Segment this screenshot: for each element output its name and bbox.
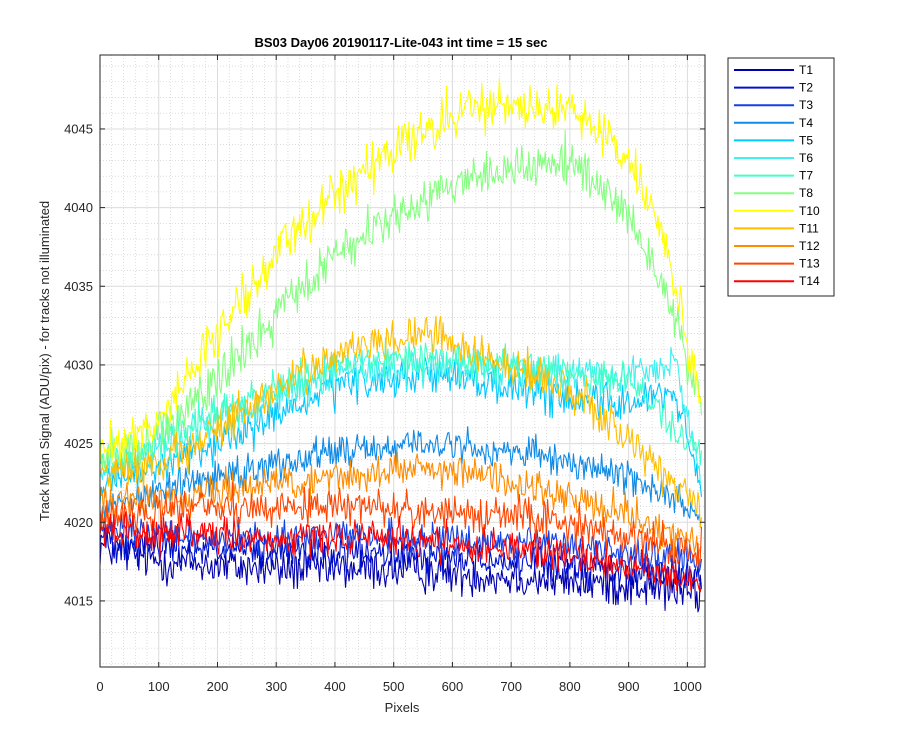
x-tick-label: 1000 [673, 679, 702, 694]
x-tick-labels: 0 100 200 300 400 500 600 700 800 900 1000 [96, 679, 701, 694]
series-line-t13 [99, 481, 703, 569]
x-tick-label: 600 [442, 679, 464, 694]
legend-label-t10: T10 [799, 204, 820, 218]
x-tick-label: 800 [559, 679, 581, 694]
legend-label-t8: T8 [799, 186, 813, 200]
series-layer [99, 78, 703, 613]
legend-label-t12: T12 [799, 239, 820, 253]
series-line-t10 [99, 78, 703, 465]
x-tick-label: 500 [383, 679, 405, 694]
y-tick-label: 4025 [64, 436, 93, 451]
y-tick-label: 4020 [64, 515, 93, 530]
legend-label-t1: T1 [799, 63, 813, 77]
legend-label-t13: T13 [799, 257, 820, 271]
x-tick-label: 300 [265, 679, 287, 694]
series-line-t4 [99, 426, 702, 522]
x-tick-label: 200 [207, 679, 229, 694]
x-tick-label: 700 [500, 679, 522, 694]
legend-label-t2: T2 [799, 81, 813, 95]
y-tick-labels: 4015 4020 4025 4030 4035 4040 4045 [64, 121, 93, 608]
legend-label-t7: T7 [799, 169, 813, 183]
x-tick-label: 900 [618, 679, 640, 694]
plot-frame [99, 54, 706, 668]
series-line-t11 [99, 315, 703, 529]
series-line-t8 [99, 129, 703, 472]
legend-label-t6: T6 [799, 151, 813, 165]
legend: T1 T2 T3 T4 T5 T6 T7 T8 T10 T11 T12 T13 T14 [727, 57, 835, 297]
y-tick-label: 4030 [64, 357, 93, 372]
x-tick-label: 0 [96, 679, 103, 694]
y-axis-label: Track Mean Signal (ADU/pix) - for tracks… [37, 201, 52, 521]
y-tick-label: 4035 [64, 279, 93, 294]
legend-label-t3: T3 [799, 98, 813, 112]
legend-label-t14: T14 [799, 274, 820, 288]
chart-title: BS03 Day06 20190117-Lite-043 int time = … [254, 35, 547, 50]
x-axis-label: Pixels [385, 700, 420, 715]
series-line-t2 [99, 523, 702, 597]
legend-label-t5: T5 [799, 133, 813, 147]
ticks-layer [99, 55, 705, 667]
legend-box [727, 57, 835, 297]
y-tick-label: 4040 [64, 200, 93, 215]
x-tick-label: 100 [148, 679, 170, 694]
x-tick-label: 400 [324, 679, 346, 694]
legend-items: T1 T2 T3 T4 T5 T6 T7 T8 T10 T11 T12 T13 T14 [734, 63, 820, 288]
series-line-t7 [99, 337, 703, 477]
legend-label-t11: T11 [799, 221, 819, 235]
y-tick-label: 4015 [64, 593, 93, 608]
series-line-t14 [99, 511, 703, 593]
legend-label-t4: T4 [799, 116, 813, 130]
series-line-t5 [99, 355, 703, 504]
y-tick-label: 4045 [64, 121, 93, 136]
